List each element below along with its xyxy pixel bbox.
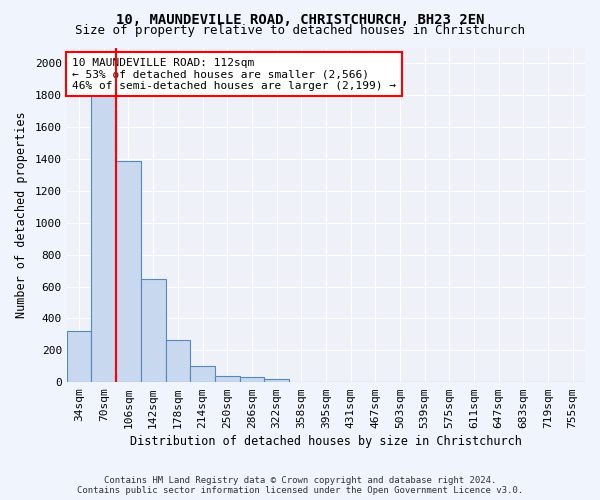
Bar — [264, 378, 289, 382]
Bar — [215, 376, 239, 382]
Bar — [141, 278, 166, 382]
Y-axis label: Number of detached properties: Number of detached properties — [15, 112, 28, 318]
Bar — [116, 160, 141, 382]
Text: Size of property relative to detached houses in Christchurch: Size of property relative to detached ho… — [75, 24, 525, 37]
Bar — [239, 378, 264, 382]
Bar — [190, 366, 215, 382]
Text: Contains HM Land Registry data © Crown copyright and database right 2024.
Contai: Contains HM Land Registry data © Crown c… — [77, 476, 523, 495]
Bar — [91, 72, 116, 382]
Bar — [166, 340, 190, 382]
X-axis label: Distribution of detached houses by size in Christchurch: Distribution of detached houses by size … — [130, 434, 522, 448]
Text: 10 MAUNDEVILLE ROAD: 112sqm
← 53% of detached houses are smaller (2,566)
46% of : 10 MAUNDEVILLE ROAD: 112sqm ← 53% of det… — [72, 58, 396, 90]
Text: 10, MAUNDEVILLE ROAD, CHRISTCHURCH, BH23 2EN: 10, MAUNDEVILLE ROAD, CHRISTCHURCH, BH23… — [116, 12, 484, 26]
Bar — [67, 331, 91, 382]
